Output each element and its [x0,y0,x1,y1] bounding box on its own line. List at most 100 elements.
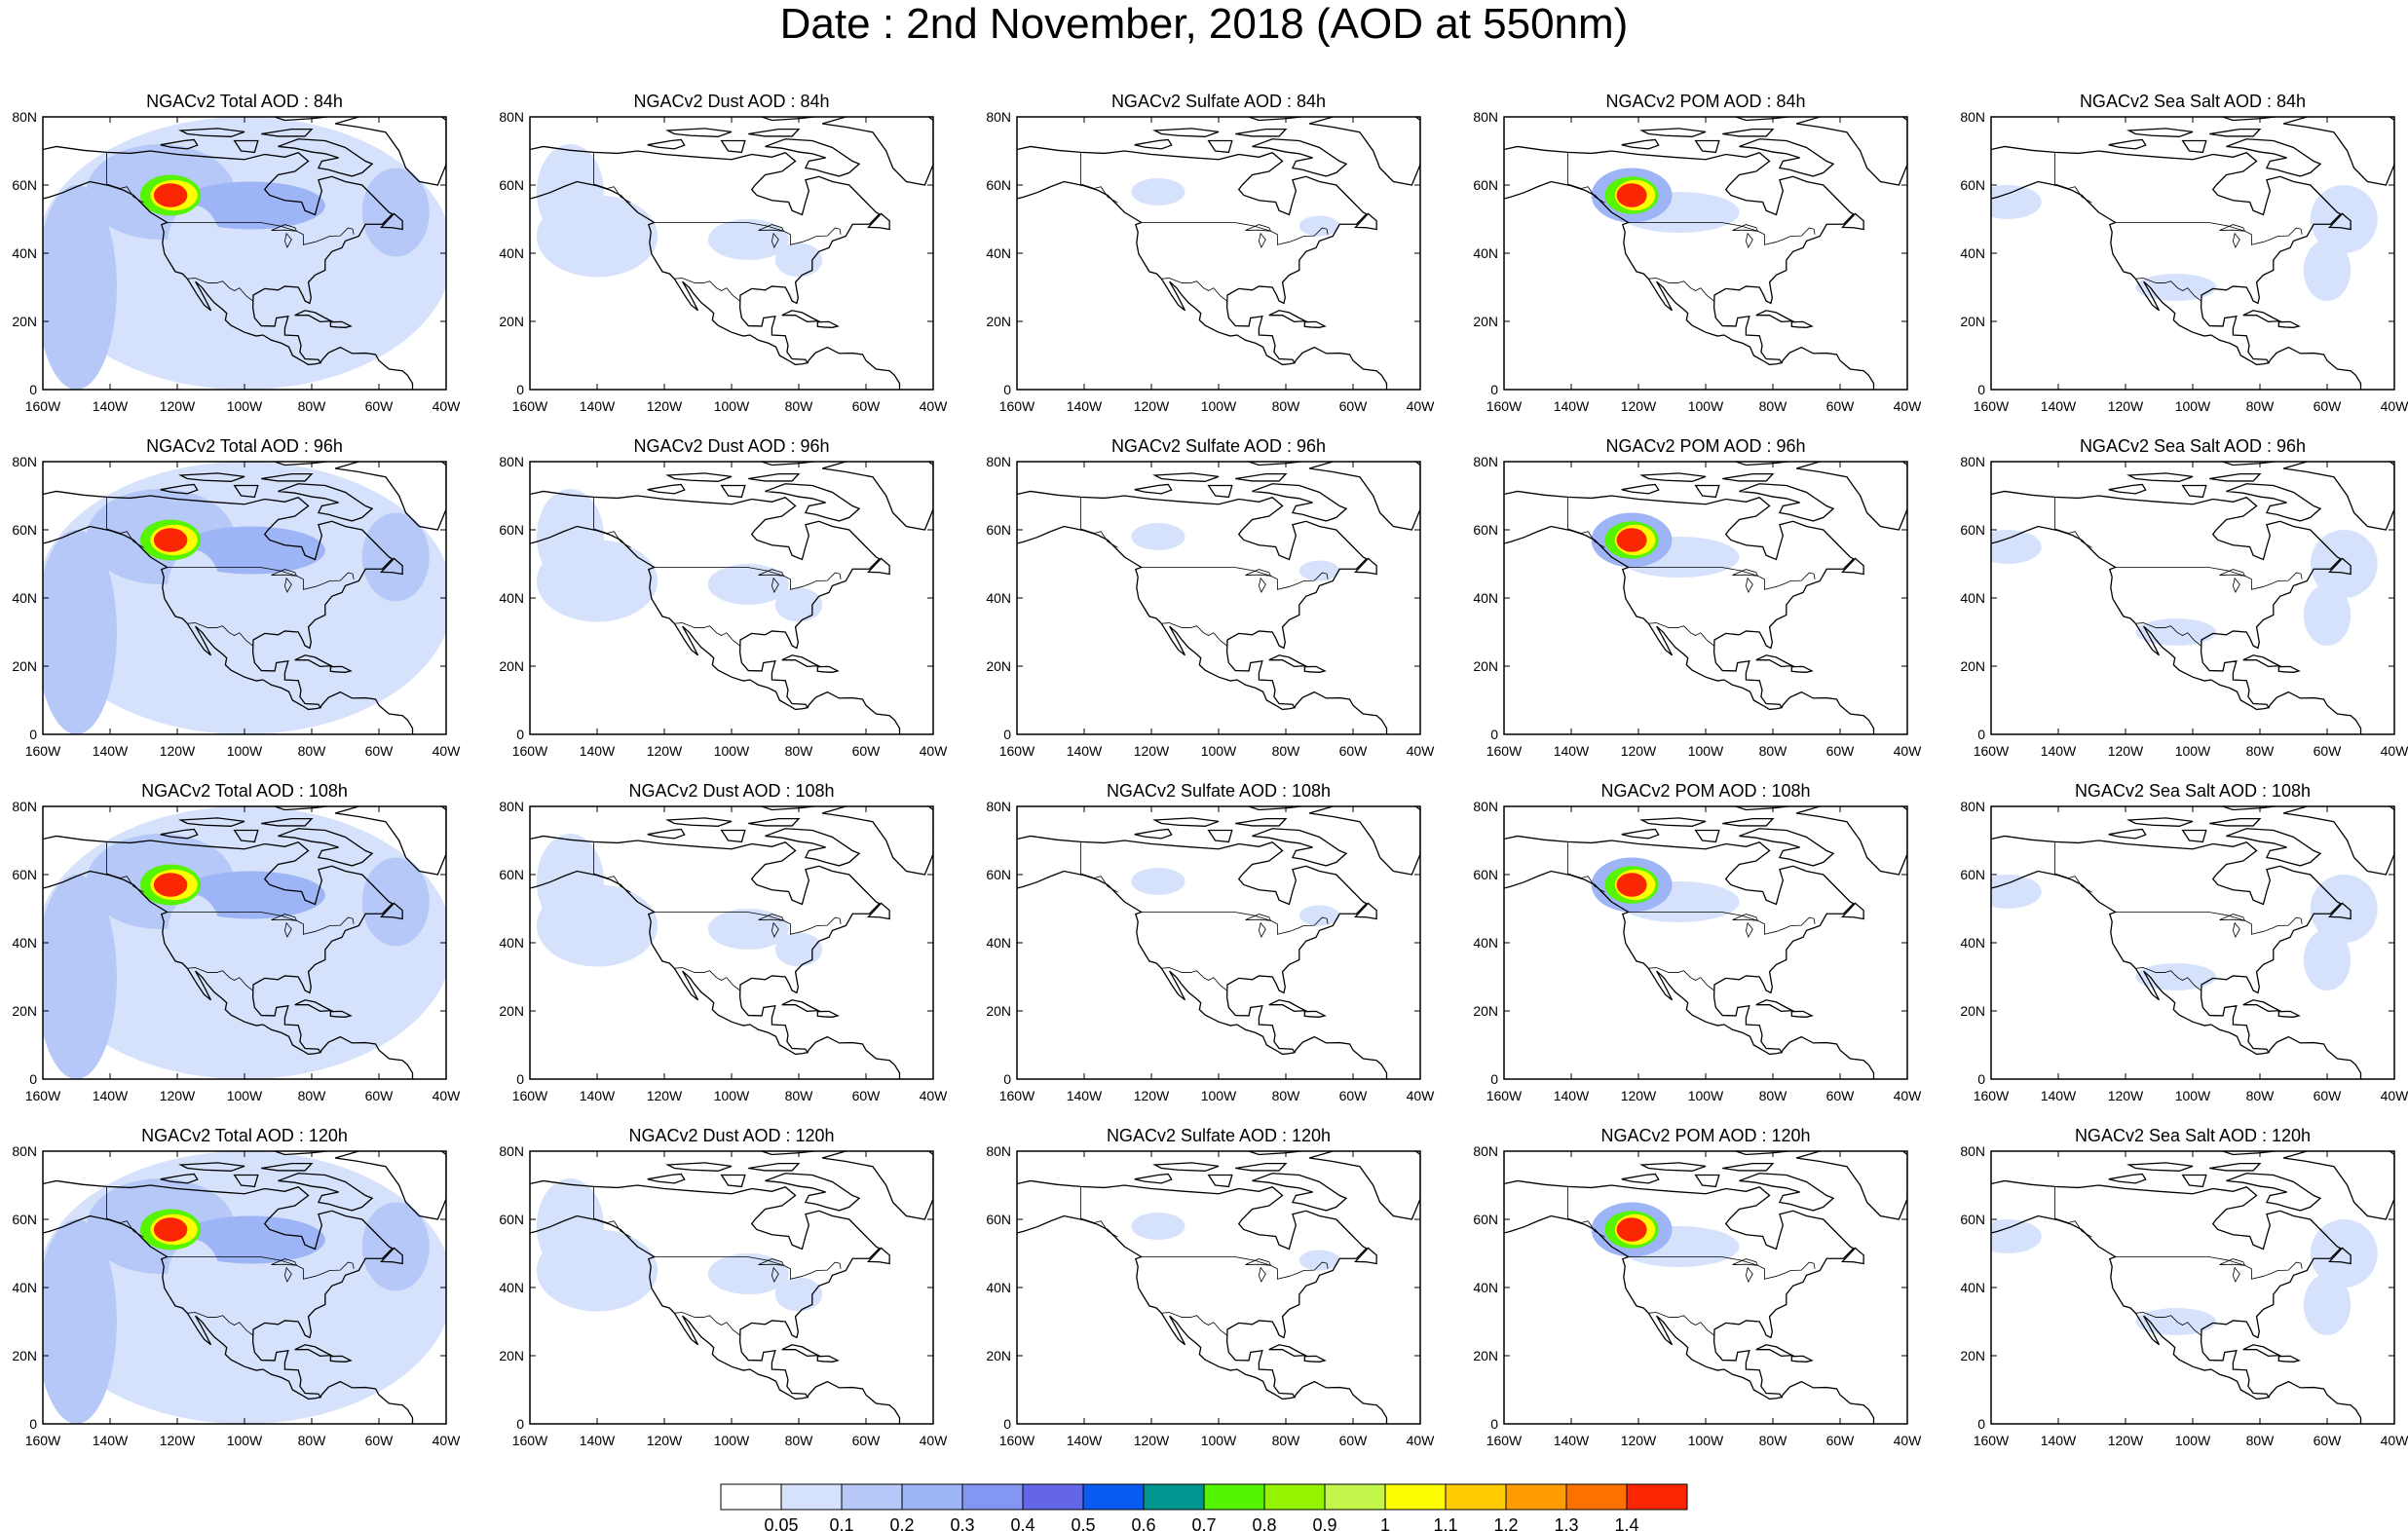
lon-tick-label: 140W [2041,1088,2077,1103]
lat-tick-label: 40N [1473,1280,1498,1295]
colorbar-swatch [1143,1483,1205,1511]
lon-tick-label: 100W [1688,1088,1724,1103]
map-background [1017,806,1420,1079]
map-panel: NGACv2 Sulfate AOD : 84h 160W 140W 120W 100W… [986,92,1435,414]
lat-tick-label: 60N [1960,177,1985,193]
lon-tick-label: 60W [2314,1088,2343,1103]
lon-tick-label: 40W [1894,1088,1923,1103]
aod-field [167,550,221,632]
lon-tick-label: 140W [93,1088,129,1103]
lon-tick-label: 80W [1272,398,1301,414]
lon-tick-label: 60W [1339,743,1369,759]
panel-title: NGACv2 Total AOD : 120h [141,1126,348,1145]
lat-tick-label: 80N [1473,1143,1498,1159]
lat-tick-label: 40N [499,245,524,261]
aod-field [2135,1308,2217,1335]
colorbar-swatch [1505,1483,1567,1511]
aod-field [1298,215,1340,237]
lon-tick-label: 160W [512,743,548,759]
lat-tick-label: 60N [1473,522,1498,538]
aod-field [1131,1213,1185,1240]
lon-tick-label: 40W [433,398,462,414]
panel-title: NGACv2 POM AOD : 84h [1605,92,1805,111]
lon-tick-label: 100W [227,1433,263,1448]
lon-tick-label: 100W [1201,398,1237,414]
lat-tick-label: 40N [12,245,37,261]
lon-tick-label: 140W [1554,1433,1590,1448]
lat-tick-label: 20N [499,658,524,674]
lon-tick-label: 40W [1407,1088,1436,1103]
lat-tick-label: 20N [986,314,1011,329]
panel-title: NGACv2 Sulfate AOD : 120h [1107,1126,1331,1145]
lat-tick-label: 0 [1003,727,1011,742]
lat-tick-label: 60N [499,1212,524,1227]
lon-tick-label: 140W [1554,1088,1590,1103]
colorbar: 0.05 0.1 0.2 0.3 0.4 0.5 0.6 0.7 0.8 0.9 1 1.1 1.2 1.… [720,1483,1688,1531]
lon-tick-label: 60W [1339,1433,1369,1448]
lat-tick-label: 60N [986,1212,1011,1227]
lat-tick-label: 0 [29,727,37,742]
lon-tick-label: 160W [1974,398,2010,414]
aod-field [536,1229,658,1312]
lon-tick-label: 80W [1759,398,1788,414]
lon-tick-label: 100W [1688,743,1724,759]
lon-tick-label: 140W [580,743,616,759]
lon-tick-label: 120W [1134,743,1170,759]
aod-field [177,871,325,919]
lon-tick-label: 100W [1201,1088,1237,1103]
colorbar-label: 0.8 [1252,1515,1276,1531]
lat-tick-label: 60N [499,867,524,882]
lat-tick-label: 40N [1960,245,1985,261]
lon-tick-label: 80W [785,1433,814,1448]
map-panel: NGACv2 POM AOD : 96h 160W 140W 120W 100W 80W 6… [1473,436,1922,759]
map-panel: NGACv2 Sulfate AOD : 108h 160W 140W 120W 100… [986,781,1435,1103]
lon-tick-label: 120W [647,1433,683,1448]
lon-tick-label: 40W [1894,1433,1923,1448]
lon-tick-label: 140W [93,743,129,759]
lat-tick-label: 40N [1473,935,1498,951]
lat-tick-label: 80N [1473,109,1498,125]
lat-tick-label: 60N [1473,1212,1498,1227]
lon-tick-label: 60W [852,1433,882,1448]
aod-field [774,1277,823,1312]
lon-tick-label: 140W [580,1433,616,1448]
lat-tick-label: 40N [986,1280,1011,1295]
aod-field [1991,1219,2042,1253]
aod-field [167,895,221,977]
lat-tick-label: 80N [12,454,37,469]
lon-tick-label: 140W [1067,1088,1103,1103]
colorbar-swatch [1022,1483,1084,1511]
lat-tick-label: 20N [12,1348,37,1363]
lon-tick-label: 80W [298,743,327,759]
lat-tick-label: 40N [12,935,37,951]
aod-field [43,530,117,734]
lon-tick-label: 120W [1621,1433,1657,1448]
map-background [1504,1151,1907,1424]
lon-tick-label: 160W [512,1433,548,1448]
colorbar-label: 0.5 [1071,1515,1095,1531]
map-panel: NGACv2 POM AOD : 108h 160W 140W 120W 100W 80W… [1473,781,1922,1103]
lat-tick-label: 60N [12,522,37,538]
aod-field [361,1202,430,1291]
lat-tick-label: 0 [1003,382,1011,397]
lon-tick-label: 60W [1339,1088,1369,1103]
lat-tick-label: 0 [1977,727,1985,742]
panel-title: NGACv2 POM AOD : 108h [1600,781,1810,801]
lat-tick-label: 60N [12,867,37,882]
lon-tick-label: 160W [25,1088,61,1103]
lat-tick-label: 80N [1960,799,1985,814]
lat-tick-label: 60N [1473,177,1498,193]
lon-tick-label: 40W [2381,743,2408,759]
lon-tick-label: 60W [852,743,882,759]
lon-tick-label: 60W [2314,398,2343,414]
aod-field [2303,584,2352,646]
lon-tick-label: 60W [1826,1433,1856,1448]
lon-tick-label: 100W [1688,398,1724,414]
lon-tick-label: 160W [512,398,548,414]
lat-tick-label: 60N [1960,867,1985,882]
lon-tick-label: 160W [999,1433,1035,1448]
colorbar-swatch [1324,1483,1386,1511]
panel-title: NGACv2 Sea Salt AOD : 96h [2080,436,2306,456]
lat-tick-label: 80N [499,799,524,814]
lat-tick-label: 80N [986,454,1011,469]
